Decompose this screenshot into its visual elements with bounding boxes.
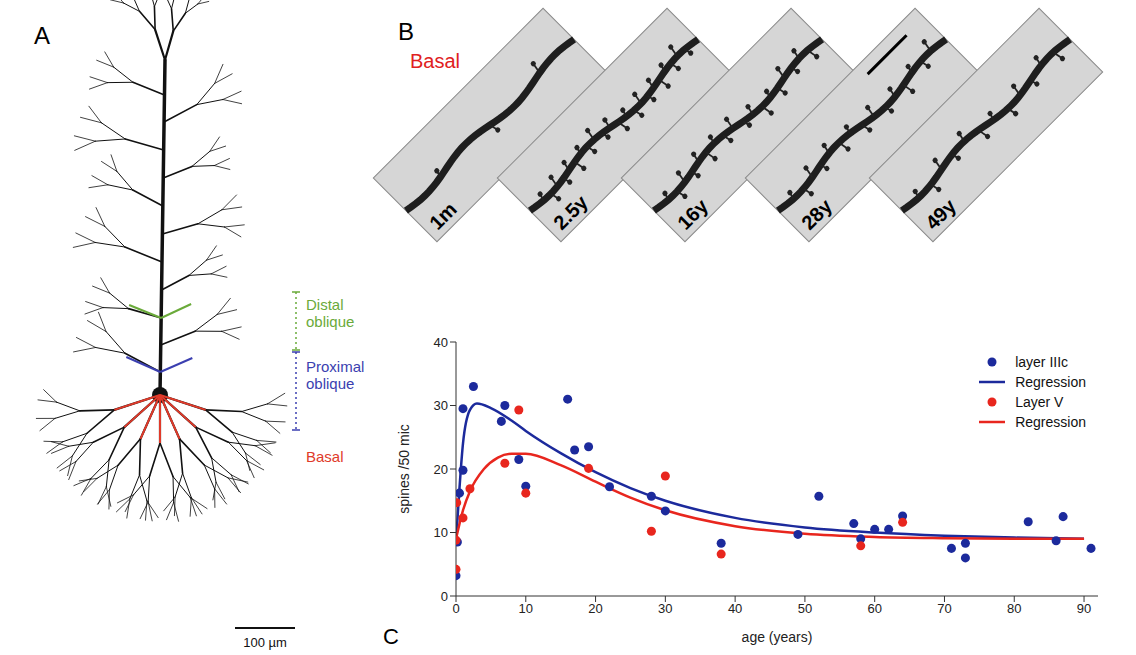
svg-text:28y: 28y xyxy=(797,194,837,234)
svg-text:60: 60 xyxy=(867,601,881,616)
svg-text:Basal: Basal xyxy=(306,448,344,465)
svg-text:Basal: Basal xyxy=(410,50,460,72)
svg-text:2.5y: 2.5y xyxy=(549,190,593,234)
svg-text:49y: 49y xyxy=(921,194,961,234)
svg-text:spines /50 mic: spines /50 mic xyxy=(396,424,412,513)
svg-text:80: 80 xyxy=(1007,601,1021,616)
html-text:Layer V: Layer V xyxy=(1015,394,1064,410)
svg-text:30: 30 xyxy=(658,601,672,616)
svg-text:B: B xyxy=(398,18,414,45)
svg-text:10: 10 xyxy=(434,525,448,540)
svg-text:C: C xyxy=(383,624,399,649)
svg-text:70: 70 xyxy=(937,601,951,616)
svg-text:40: 40 xyxy=(728,601,742,616)
svg-text:10: 10 xyxy=(519,601,533,616)
svg-text:age (years): age (years) xyxy=(742,629,813,645)
html-text:Regression: Regression xyxy=(1015,414,1086,430)
svg-text:16y: 16y xyxy=(673,194,713,234)
svg-text:20: 20 xyxy=(434,462,448,477)
svg-text:30: 30 xyxy=(434,398,448,413)
svg-text:0: 0 xyxy=(452,601,459,616)
svg-text:40: 40 xyxy=(434,335,448,350)
svg-text:A: A xyxy=(34,22,50,49)
svg-text:100 µm: 100 µm xyxy=(243,635,287,650)
svg-text:Proximaloblique: Proximaloblique xyxy=(306,358,364,392)
svg-text:1m: 1m xyxy=(425,198,461,234)
svg-text:20: 20 xyxy=(588,601,602,616)
svg-text:Distaloblique: Distaloblique xyxy=(306,296,354,330)
svg-text:50: 50 xyxy=(798,601,812,616)
html-text:Regression: Regression xyxy=(1015,374,1086,390)
html-text:layer IIIc: layer IIIc xyxy=(1015,354,1069,370)
svg-text:0: 0 xyxy=(441,589,448,604)
svg-text:90: 90 xyxy=(1077,601,1091,616)
